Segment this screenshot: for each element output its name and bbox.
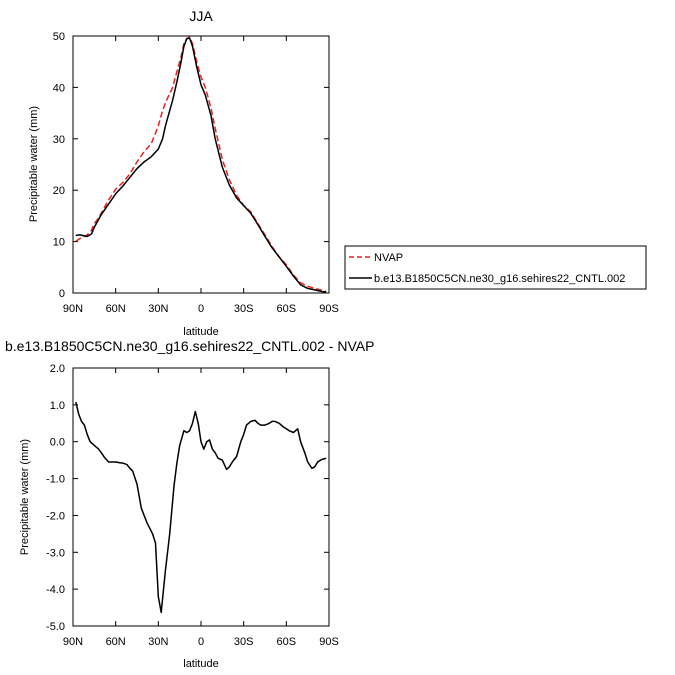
chart-bottom-ytick-label: -1.0 bbox=[46, 474, 65, 486]
chart-bottom-xlabel: latitude bbox=[183, 658, 218, 670]
chart-top-xtick-label: 90N bbox=[63, 303, 83, 315]
chart-top-ytick-label: 20 bbox=[53, 185, 65, 197]
chart-bottom-series bbox=[75, 401, 327, 614]
chart-bottom-title: b.e13.B1850C5CN.ne30_g16.sehires22_CNTL.… bbox=[5, 338, 374, 354]
chart-top-xtick-label: 0 bbox=[198, 303, 204, 315]
legend: NVAP b.e13.B1850C5CN.ne30_g16.sehires22_… bbox=[344, 245, 647, 290]
chart-bottom-ytick-label: -5.0 bbox=[46, 621, 65, 633]
chart-bottom-xtick-label: 30S bbox=[234, 636, 254, 648]
chart-top-ytick-label: 10 bbox=[53, 237, 65, 249]
chart-top-series bbox=[75, 36, 327, 293]
legend-label-model: b.e13.B1850C5CN.ne30_g16.sehires22_CNTL.… bbox=[374, 273, 625, 285]
chart-bottom-ytick-label: 1.0 bbox=[50, 400, 65, 412]
chart-top-xtick-label: 30N bbox=[148, 303, 168, 315]
chart-top-xtick-label: 30S bbox=[234, 303, 254, 315]
chart-bottom-ytick-label: -4.0 bbox=[46, 584, 65, 596]
chart-bottom-y-ticks: 2.0 1.0 0.0 -1.0 -2.0 -3.0 -4.0 -5.0 bbox=[46, 363, 329, 633]
chart-top-y-ticks: 0 10 20 30 40 50 bbox=[53, 31, 329, 300]
chart-top-xlabel: latitude bbox=[183, 326, 218, 338]
chart-bottom-xtick-label: 30N bbox=[148, 636, 168, 648]
chart-top-xtick-label: 90S bbox=[319, 303, 339, 315]
chart-bottom-x-ticks: 90N 60N 30N 0 30S 60S 90S bbox=[63, 368, 339, 648]
legend-box bbox=[344, 245, 647, 290]
chart-bottom-ytick-label: 0.0 bbox=[50, 437, 65, 449]
chart-top-ytick-label: 0 bbox=[59, 288, 65, 300]
chart-bottom-xtick-label: 90S bbox=[319, 636, 339, 648]
chart-top-ytick-label: 30 bbox=[53, 134, 65, 146]
chart-bottom-xtick-label: 0 bbox=[198, 636, 204, 648]
chart-bottom-plot-frame bbox=[72, 367, 330, 627]
chart-bottom: b.e13.B1850C5CN.ne30_g16.sehires22_CNTL.… bbox=[5, 338, 374, 670]
chart-top-ytick-label: 50 bbox=[53, 31, 65, 43]
chart-top: JJA 0 10 20 30 40 50 90N 60N 30N 0 30S 60S 90S lati… bbox=[28, 8, 647, 338]
chart-top-xtick-label: 60N bbox=[106, 303, 126, 315]
chart-top-ytick-label: 40 bbox=[53, 82, 65, 94]
chart-bottom-ytick-label: 2.0 bbox=[50, 363, 65, 375]
chart-bottom-series-line-0 bbox=[75, 401, 327, 614]
chart-bottom-ylabel: Precipitable water (mm) bbox=[19, 439, 31, 555]
chart-top-x-ticks: 90N 60N 30N 0 30S 60S 90S bbox=[63, 36, 339, 315]
chart-top-series-line-1 bbox=[75, 37, 327, 293]
chart-bottom-ytick-label: -3.0 bbox=[46, 547, 65, 559]
chart-top-title: JJA bbox=[189, 8, 213, 24]
legend-label-nvap: NVAP bbox=[374, 252, 403, 264]
chart-bottom-ytick-label: -2.0 bbox=[46, 510, 65, 522]
chart-top-xtick-label: 60S bbox=[277, 303, 297, 315]
chart-top-series-line-0 bbox=[75, 36, 327, 293]
chart-top-ylabel: Precipitable water (mm) bbox=[28, 106, 40, 222]
chart-bottom-xtick-label: 60N bbox=[106, 636, 126, 648]
chart-bottom-xtick-label: 60S bbox=[277, 636, 297, 648]
chart-bottom-xtick-label: 90N bbox=[63, 636, 83, 648]
